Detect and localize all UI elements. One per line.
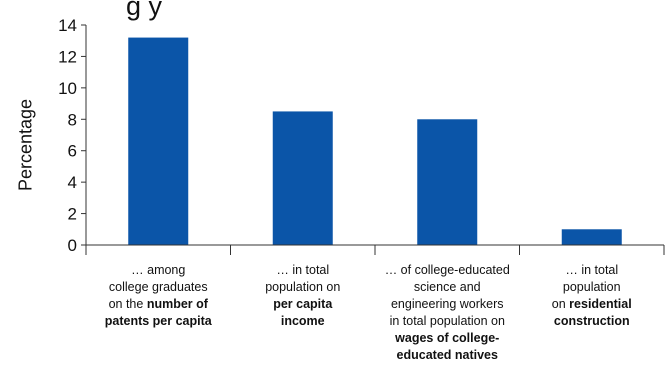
x-tick-label-line: on the number of <box>108 297 208 311</box>
y-axis-label: Percentage <box>15 98 36 192</box>
x-tick-label: … in total population on per capita income <box>228 262 378 330</box>
x-tick-label-line: income <box>280 314 325 328</box>
y-tick-label: 8 <box>68 110 77 129</box>
y-tick-label: 0 <box>68 236 77 255</box>
x-tick-label-line: educated natives <box>396 348 498 362</box>
y-tick-label: 2 <box>68 205 77 224</box>
x-tick-label-line: engineering workers <box>390 297 504 311</box>
x-tick-label-line: … in total <box>276 263 330 277</box>
y-axis: 0 2 4 6 8 10 12 14 <box>58 16 87 255</box>
bar <box>561 229 622 245</box>
y-tick-label: 12 <box>58 47 77 66</box>
x-tick-label-line: on residential <box>551 297 632 311</box>
x-tick-label-line: … among <box>131 263 186 277</box>
x-tick-label-line: in total population on <box>389 314 505 328</box>
x-tick-label: … of college-educated science and engineer… <box>372 262 522 364</box>
x-tick-label-line: science and <box>413 280 481 294</box>
x-tick-label-line: … of college-educated <box>384 263 510 277</box>
y-tick-label: 4 <box>68 173 77 192</box>
x-tick-label-line: population <box>562 280 621 294</box>
bar <box>272 111 333 245</box>
x-tick-label-line: per capita <box>273 297 333 311</box>
x-tick-label-line: college graduates <box>108 280 208 294</box>
bar <box>128 37 189 246</box>
y-tick-label: 10 <box>58 79 77 98</box>
chart-title: g y <box>0 0 670 40</box>
x-tick-label-line: patents per capita <box>104 314 212 328</box>
chart-title-text: g y <box>126 0 163 21</box>
x-tick-label-line: construction <box>553 314 630 328</box>
x-tick-label-line: … in total <box>565 263 619 277</box>
x-axis <box>85 244 665 255</box>
x-tick-label: … among college graduates on the number of… <box>83 262 233 330</box>
bar <box>417 119 478 245</box>
y-tick-label: 14 <box>58 16 77 35</box>
x-tick-label-line: wages of college- <box>395 331 500 345</box>
y-tick-label: 6 <box>68 142 77 161</box>
bars-group <box>128 37 622 246</box>
x-tick-label-line: population on <box>265 280 341 294</box>
x-tick-label: … in total population on residential constr… <box>517 262 667 330</box>
